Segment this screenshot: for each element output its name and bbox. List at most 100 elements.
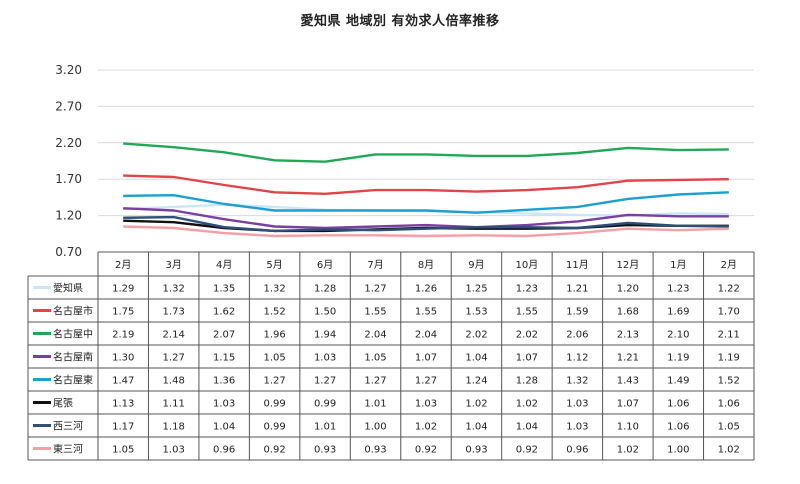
data-cell: 1.62 (213, 307, 235, 318)
series-lines (123, 142, 729, 238)
data-cell: 0.93 (465, 445, 487, 456)
data-cell: 1.04 (465, 353, 487, 364)
category-label: 3月 (166, 259, 182, 271)
gridlines (98, 69, 754, 217)
data-cell: 0.96 (213, 445, 235, 456)
data-cell: 1.01 (314, 422, 336, 433)
data-cell: 1.27 (314, 376, 336, 387)
series-line (123, 225, 729, 238)
data-cell: 1.05 (718, 422, 740, 433)
data-cell: 1.29 (112, 284, 134, 295)
data-cell: 1.75 (112, 307, 134, 318)
data-cell: 1.68 (617, 307, 639, 318)
series-line (123, 207, 729, 230)
data-cell: 1.47 (112, 376, 134, 387)
data-cell: 1.48 (163, 376, 185, 387)
category-label: 4月 (216, 259, 232, 271)
data-cell: 1.59 (566, 307, 588, 318)
y-tick-label: 1.20 (55, 209, 82, 223)
data-cell: 1.05 (364, 353, 386, 364)
data-cell: 1.17 (112, 422, 134, 433)
category-label: 1月 (670, 259, 686, 271)
series-name: 名古屋東 (53, 374, 93, 387)
data-cell: 1.19 (718, 353, 740, 364)
data-cell: 1.32 (566, 376, 588, 387)
data-cell: 1.28 (516, 376, 538, 387)
series-name: 東三河 (53, 443, 83, 456)
category-label: 5月 (266, 259, 282, 271)
data-cell: 1.04 (516, 422, 538, 433)
data-cell: 1.35 (213, 284, 235, 295)
data-cell: 1.27 (163, 353, 185, 364)
data-cell: 1.19 (667, 353, 689, 364)
data-cell: 1.32 (263, 284, 285, 295)
data-cell: 1.06 (718, 399, 740, 410)
data-cell: 1.04 (213, 422, 235, 433)
y-tick-label: 3.20 (55, 63, 82, 77)
category-label: 6月 (317, 259, 333, 271)
data-cell: 1.07 (617, 399, 639, 410)
data-cell: 1.50 (314, 307, 336, 318)
data-cell: 2.10 (667, 330, 689, 341)
data-cell: 1.01 (364, 399, 386, 410)
data-cell: 1.03 (314, 353, 336, 364)
category-label: 10月 (516, 259, 539, 271)
series-line (123, 215, 729, 233)
data-cell: 1.53 (465, 307, 487, 318)
data-cell: 1.06 (667, 422, 689, 433)
data-cell: 1.07 (415, 353, 437, 364)
data-cell: 2.11 (718, 330, 740, 341)
data-cell: 2.06 (566, 330, 588, 341)
data-cell: 2.04 (415, 330, 437, 341)
data-cell: 1.02 (718, 445, 740, 456)
data-cell: 1.02 (617, 445, 639, 456)
data-cell: 1.05 (263, 353, 285, 364)
data-cell: 2.02 (465, 330, 487, 341)
data-cell: 1.73 (163, 307, 185, 318)
series-name: 西三河 (53, 421, 83, 433)
data-cell: 1.18 (163, 422, 185, 433)
data-cell: 2.19 (112, 330, 134, 341)
series-name: 愛知県 (53, 282, 83, 295)
data-cell: 1.20 (617, 284, 639, 295)
data-cell: 2.13 (617, 330, 639, 341)
data-cell: 0.99 (314, 399, 336, 410)
data-cell: 1.27 (364, 284, 386, 295)
data-cell: 1.21 (566, 284, 588, 295)
data-cell: 1.04 (465, 422, 487, 433)
data-cell: 2.14 (163, 330, 185, 341)
data-cell: 0.92 (516, 445, 538, 456)
category-label: 9月 (468, 259, 484, 271)
data-cell: 1.25 (465, 284, 487, 295)
series-name: 名古屋中 (53, 328, 93, 341)
y-tick-label: 2.70 (55, 99, 82, 113)
data-cell: 1.27 (263, 376, 285, 387)
data-cell: 1.94 (314, 330, 336, 341)
data-cell: 1.27 (415, 376, 437, 387)
y-axis-tick-labels: 0.70 1.20 1.70 2.20 2.70 3.20 (55, 63, 82, 259)
data-cell: 2.02 (516, 330, 538, 341)
category-label: 2月 (721, 259, 737, 271)
data-cell: 1.02 (465, 399, 487, 410)
series-line (123, 191, 729, 214)
data-cell: 1.43 (617, 376, 639, 387)
data-cell: 1.10 (617, 422, 639, 433)
data-cell: 1.03 (213, 399, 235, 410)
data-cell: 0.99 (263, 422, 285, 433)
data-cell: 1.27 (364, 376, 386, 387)
chart-title: 愛知県 地域別 有効求人倍率推移 (300, 14, 500, 29)
data-cell: 1.52 (718, 376, 740, 387)
data-cell: 1.07 (516, 353, 538, 364)
data-cell: 1.32 (163, 284, 185, 295)
data-cell: 1.02 (516, 399, 538, 410)
data-cell: 1.06 (667, 399, 689, 410)
data-cell: 1.03 (163, 445, 185, 456)
data-cell: 1.00 (364, 422, 386, 433)
data-cell: 0.92 (415, 445, 437, 456)
category-label: 11月 (566, 259, 589, 271)
category-label: 2月 (115, 259, 131, 271)
data-cell: 2.07 (213, 330, 235, 341)
data-cell: 1.11 (163, 399, 185, 410)
data-cell: 1.24 (465, 376, 487, 387)
